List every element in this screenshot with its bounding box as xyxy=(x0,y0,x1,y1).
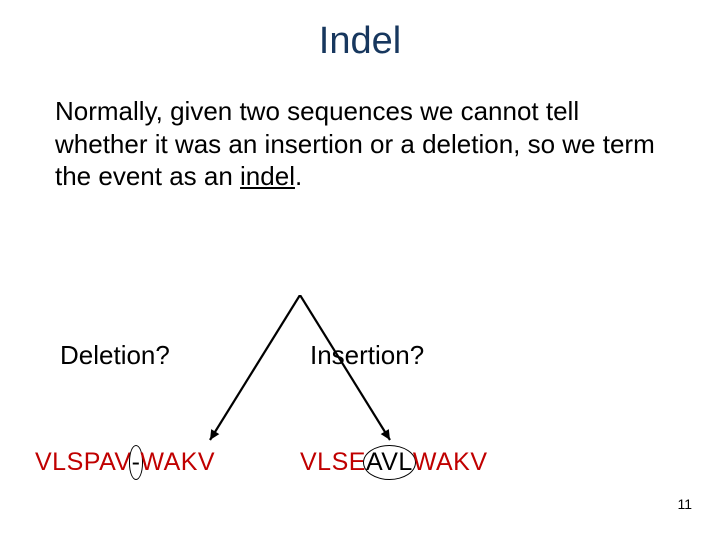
body-post: . xyxy=(295,161,302,191)
body-text: Normally, given two sequences we cannot … xyxy=(55,95,665,193)
seq-segment: WAKV xyxy=(413,448,488,477)
seq-right: VLSEAVLWAKV xyxy=(300,448,488,477)
seq-segment: - xyxy=(132,448,141,477)
seq-segment: WAKV xyxy=(140,448,215,477)
seq-segment: AVL xyxy=(366,448,413,477)
body-pre: Normally, given two sequences we cannot … xyxy=(55,96,655,191)
page-number: 11 xyxy=(677,496,692,512)
slide-title: Indel xyxy=(0,20,720,63)
circle-overlay xyxy=(363,445,416,480)
label-insertion: Insertion? xyxy=(310,340,424,371)
slide: Indel Normally, given two sequences we c… xyxy=(0,0,720,540)
seq-left: VLSPAV-WAKV xyxy=(35,448,215,477)
body-term: indel xyxy=(240,161,295,191)
label-deletion: Deletion? xyxy=(60,340,170,371)
seq-segment: VLSE xyxy=(300,448,366,477)
arrow xyxy=(210,295,300,440)
title-text: Indel xyxy=(319,20,401,62)
seq-segment: VLSPAV xyxy=(35,448,132,477)
